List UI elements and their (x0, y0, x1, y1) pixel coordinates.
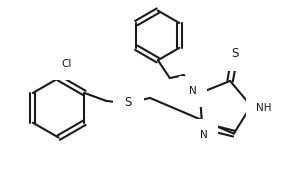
Text: S: S (124, 96, 132, 109)
Text: Cl: Cl (61, 59, 72, 69)
Text: NH: NH (256, 103, 272, 113)
Text: S: S (231, 47, 239, 60)
Text: N: N (189, 86, 197, 96)
Text: N: N (200, 130, 208, 140)
